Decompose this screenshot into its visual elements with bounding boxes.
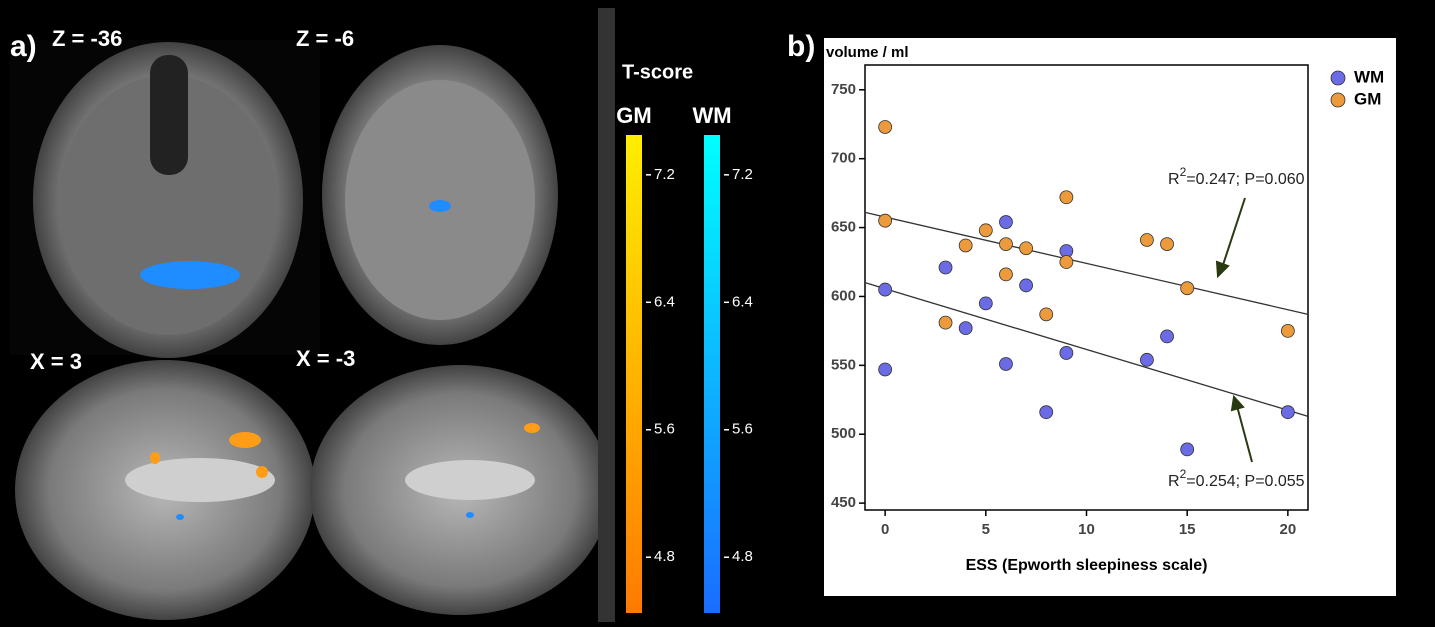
point <box>1040 308 1053 321</box>
annotation-rest: =0.254; P=0.055 <box>1186 473 1304 490</box>
colorbar-name: GM <box>616 103 651 128</box>
point <box>979 224 992 237</box>
y-tick-label: 450 <box>831 494 856 511</box>
point <box>1060 256 1073 269</box>
point <box>1040 406 1053 419</box>
x-tick-label: 15 <box>1179 521 1196 538</box>
y-tick-label: 500 <box>831 425 856 442</box>
colorbar-tick-label: 4.8 <box>732 548 753 565</box>
colorbar-wm <box>704 135 720 613</box>
colorbar-tick-label: 5.6 <box>654 421 675 438</box>
point <box>999 357 1012 370</box>
point <box>999 216 1012 229</box>
colorbar-name: WM <box>692 103 731 128</box>
point <box>999 268 1012 281</box>
colorbar-tick-label: 6.4 <box>732 293 753 310</box>
x-tick-label: 20 <box>1280 521 1297 538</box>
point <box>879 214 892 227</box>
slice-label: X = -3 <box>296 346 355 371</box>
point <box>1161 330 1174 343</box>
colorbar-title: T-score <box>622 61 693 83</box>
y-tick-label: 750 <box>831 81 856 98</box>
point <box>1140 353 1153 366</box>
point <box>1181 282 1194 295</box>
point <box>1140 233 1153 246</box>
x-tick-label: 0 <box>881 521 889 538</box>
slice-label: Z = -36 <box>52 26 122 51</box>
colorbar-tick-label: 7.2 <box>654 166 675 183</box>
point <box>959 322 972 335</box>
point <box>939 316 952 329</box>
annotation-base: R <box>1168 171 1180 188</box>
point <box>1281 406 1294 419</box>
legend-label: GM <box>1354 89 1381 108</box>
legend-marker <box>1331 93 1345 107</box>
colorbar-tick-label: 6.4 <box>654 293 675 310</box>
point <box>1060 346 1073 359</box>
colorbar-gm <box>626 135 642 613</box>
slice-label: X = 3 <box>30 349 82 374</box>
point <box>999 238 1012 251</box>
plot-panel <box>824 38 1396 596</box>
point <box>959 239 972 252</box>
point <box>1020 242 1033 255</box>
point <box>879 363 892 376</box>
legend-label: WM <box>1354 67 1384 86</box>
x-tick-label: 5 <box>982 521 990 538</box>
point <box>1281 324 1294 337</box>
colorbar-tick-label: 7.2 <box>732 166 753 183</box>
y-tick-label: 700 <box>831 150 856 167</box>
annotation-base: R <box>1168 473 1180 490</box>
point <box>1181 443 1194 456</box>
panel-label: b) <box>787 30 815 63</box>
y-tick-label: 650 <box>831 219 856 236</box>
y-tick-label: 600 <box>831 287 856 304</box>
point <box>979 297 992 310</box>
x-tick-label: 10 <box>1078 521 1095 538</box>
colorbar-tick-label: 5.6 <box>732 421 753 438</box>
panel-label: a) <box>10 30 37 63</box>
page: a) Z = -36 Z = -6 X = 3 X = -3 T-score GM 7.2 6.… <box>0 0 1435 627</box>
point <box>1020 279 1033 292</box>
point <box>879 120 892 133</box>
slice-label: Z = -6 <box>296 26 354 51</box>
colorbar-tick-label: 4.8 <box>654 548 675 565</box>
separator <box>598 8 615 622</box>
x-axis-label: ESS (Epworth sleepiness scale) <box>966 557 1208 574</box>
figure: a) Z = -36 Z = -6 X = 3 X = -3 T-score GM 7.2 6.… <box>0 0 1435 622</box>
y-tick-label: 550 <box>831 356 856 373</box>
annotation-rest: =0.247; P=0.060 <box>1186 171 1304 188</box>
point <box>939 261 952 274</box>
legend-marker <box>1331 71 1345 85</box>
point <box>1060 191 1073 204</box>
point <box>1161 238 1174 251</box>
y-axis-label: volume / ml <box>826 44 909 61</box>
point <box>879 283 892 296</box>
